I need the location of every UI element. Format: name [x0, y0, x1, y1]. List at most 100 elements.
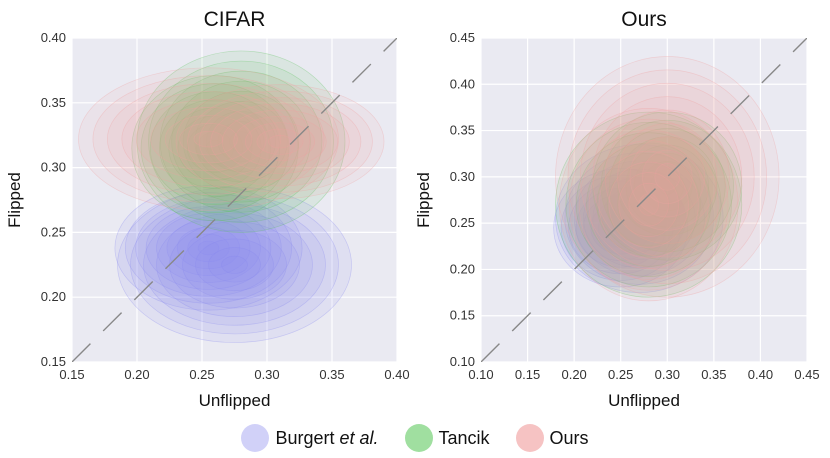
diagonal-reference-line — [72, 38, 397, 362]
density-contour — [560, 174, 681, 281]
y-tick-label: 0.40 — [450, 76, 475, 91]
density-contour — [156, 212, 313, 317]
x-tick-label: 0.35 — [701, 367, 726, 382]
density-contour — [586, 142, 712, 267]
series-tancik — [555, 111, 743, 298]
density-contour — [233, 115, 327, 168]
density-contour — [205, 139, 225, 157]
density-contour — [618, 172, 679, 238]
density-contour — [629, 136, 705, 218]
density-contour — [198, 96, 362, 187]
density-contour — [642, 161, 693, 212]
density-contour — [580, 82, 755, 271]
density-contour — [583, 194, 659, 262]
density-contour — [135, 199, 282, 297]
y-tick-label: 0.20 — [41, 289, 66, 304]
density-contour — [617, 123, 718, 231]
density-contour — [205, 111, 277, 173]
density-contour — [166, 219, 251, 276]
x-tick-label: 0.30 — [655, 367, 680, 382]
x-tick-label: 0.30 — [254, 367, 279, 382]
density-contour — [601, 185, 677, 252]
series-burgert-et-al- — [114, 185, 352, 343]
x-tick-label: 0.15 — [59, 367, 84, 382]
density-contour — [107, 83, 310, 195]
density-contour — [583, 168, 696, 269]
density-contour — [608, 161, 689, 248]
density-contour — [179, 122, 238, 156]
y-tick-label: 0.25 — [450, 215, 475, 230]
density-contour — [628, 182, 669, 227]
density-contour — [598, 207, 644, 248]
density-contour — [221, 109, 339, 174]
density-contour — [575, 187, 666, 268]
diagonal-reference-line — [481, 38, 807, 362]
density-contour — [611, 193, 668, 244]
x-tick-label: 0.10 — [468, 367, 493, 382]
density-contour — [149, 91, 281, 205]
density-contour — [194, 101, 288, 183]
y-tick-label: 0.35 — [450, 123, 475, 138]
density-contour — [92, 75, 325, 203]
y-tick-label: 0.15 — [41, 354, 66, 369]
density-contour — [186, 123, 244, 173]
density-contour — [256, 128, 304, 155]
density-contour — [555, 144, 724, 293]
y-tick-label: 0.25 — [41, 224, 66, 239]
series-ours — [555, 56, 780, 302]
density-contour — [573, 160, 705, 277]
density-contour — [130, 195, 339, 335]
density-layer — [78, 50, 385, 343]
density-contour — [196, 131, 234, 165]
x-tick-label: 0.20 — [561, 367, 586, 382]
density-contour — [592, 111, 743, 261]
density-contour — [568, 181, 674, 275]
density-contour — [555, 111, 743, 298]
density-contour — [637, 193, 660, 216]
density-contour — [604, 109, 730, 245]
density-contour — [187, 233, 230, 263]
density-contour — [617, 136, 718, 236]
density-contour — [143, 203, 326, 326]
density-contour — [150, 107, 267, 172]
density-contour — [605, 214, 636, 242]
x-tick-label: 0.35 — [319, 367, 344, 382]
legend: Burgert et al. Tancik Ours — [0, 418, 830, 458]
density-contour — [590, 201, 651, 255]
density-contour — [268, 134, 292, 149]
density-contour — [217, 121, 265, 163]
density-contour — [592, 177, 687, 261]
density-contour — [558, 108, 739, 302]
density-contour — [600, 119, 734, 253]
density-contour — [221, 255, 248, 274]
density-contour — [608, 128, 726, 245]
legend-label-burgert: Burgert et al. — [275, 427, 379, 448]
density-contour — [171, 80, 311, 203]
density-contour — [208, 247, 261, 283]
series-tancik — [131, 50, 346, 233]
x-tick-label: 0.40 — [384, 367, 409, 382]
x-axis-label: Unflipped — [608, 391, 680, 410]
y-tick-label: 0.30 — [41, 160, 66, 175]
density-contour — [596, 152, 701, 257]
density-contour — [638, 193, 659, 216]
x-tick-label: 0.15 — [515, 367, 540, 382]
density-contour — [159, 99, 271, 197]
y-tick-label: 0.20 — [450, 261, 475, 276]
density-contour — [140, 83, 290, 214]
density-contour — [117, 186, 352, 343]
density-contour — [131, 75, 299, 222]
density-contour — [176, 226, 241, 270]
chart-title: CIFAR — [204, 8, 266, 31]
x-tick-label: 0.25 — [189, 367, 214, 382]
density-contour — [145, 206, 272, 290]
density-contour — [606, 163, 691, 247]
series-ours — [78, 67, 385, 211]
density-contour — [592, 96, 743, 258]
y-tick-label: 0.40 — [41, 30, 66, 45]
density-contour — [244, 122, 316, 162]
density-contour — [612, 220, 629, 235]
density-contour — [182, 229, 287, 300]
density-contour — [567, 69, 767, 285]
density-contour — [124, 192, 293, 304]
